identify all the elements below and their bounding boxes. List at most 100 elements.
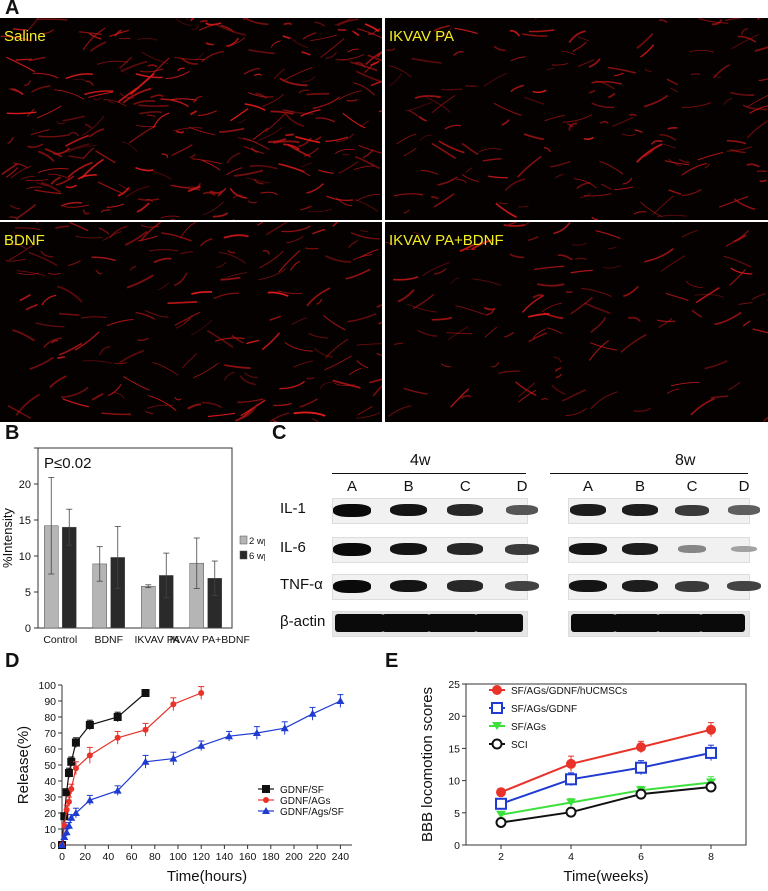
fiber <box>504 178 526 192</box>
fiber <box>312 418 320 422</box>
fiber <box>217 187 227 197</box>
fiber <box>114 361 128 365</box>
fiber <box>97 181 123 194</box>
fiber <box>213 292 239 300</box>
fiber <box>255 92 267 99</box>
fiber <box>315 136 322 141</box>
fiber <box>524 96 545 105</box>
fiber <box>279 77 308 87</box>
fiber <box>172 184 201 191</box>
fiber <box>714 311 742 326</box>
fiber <box>588 89 596 94</box>
fiber <box>40 250 53 258</box>
fiber <box>527 236 539 242</box>
fiber <box>396 133 417 145</box>
fiber <box>454 27 478 34</box>
fiber <box>28 56 46 62</box>
fiber <box>353 82 375 96</box>
fiber <box>169 184 194 188</box>
fiber <box>306 287 331 307</box>
fiber <box>573 178 597 189</box>
y-axis-label: %Intensity <box>0 508 15 568</box>
fiber <box>718 195 749 208</box>
fiber <box>523 133 544 141</box>
fiber <box>658 317 673 328</box>
fiber <box>117 67 128 75</box>
fiber <box>353 165 376 170</box>
data-point <box>566 798 576 807</box>
fiber <box>298 89 309 94</box>
fiber <box>386 47 396 51</box>
fiber <box>16 203 37 219</box>
fiber <box>121 141 138 152</box>
fiber <box>356 360 369 369</box>
y-tick-label: 10 <box>44 824 56 836</box>
fiber <box>5 258 26 262</box>
fiber <box>101 412 131 416</box>
fiber <box>528 312 550 318</box>
fiber <box>546 68 555 71</box>
fiber <box>521 294 544 313</box>
x-category-label: Control <box>43 634 77 646</box>
fiber <box>434 268 447 275</box>
fiber <box>312 228 326 235</box>
fiber <box>258 268 287 280</box>
fiber <box>259 250 284 269</box>
fiber <box>725 230 750 247</box>
fiber <box>440 363 452 368</box>
fiber <box>228 37 246 48</box>
fiber <box>412 231 426 241</box>
fiber <box>148 249 179 252</box>
fiber <box>262 249 270 255</box>
fiber <box>658 19 668 23</box>
plot-frame <box>465 683 747 846</box>
fiber <box>240 399 266 417</box>
fiber <box>202 201 224 216</box>
y-tick-label: 25 <box>448 679 460 691</box>
fiber <box>67 144 97 153</box>
fiber <box>67 161 93 178</box>
fiber <box>528 29 555 33</box>
fiber <box>269 315 281 321</box>
fiber <box>247 92 274 98</box>
fiber <box>253 178 264 185</box>
fiber <box>306 377 315 380</box>
fiber <box>202 191 216 196</box>
fiber <box>276 290 303 295</box>
fiber <box>15 393 40 416</box>
fiber <box>9 204 21 210</box>
fiber <box>756 170 767 173</box>
fiber <box>319 381 333 390</box>
fiber <box>89 41 107 53</box>
fiber <box>14 227 41 230</box>
fiber <box>125 186 150 198</box>
fiber <box>174 56 205 61</box>
fiber <box>140 224 160 228</box>
lane-label: A <box>346 478 357 495</box>
fiber <box>347 48 359 53</box>
fiber <box>293 411 326 417</box>
fiber <box>733 198 756 211</box>
fiber <box>295 135 321 144</box>
fiber <box>310 34 338 41</box>
fiber <box>63 204 90 208</box>
fiber <box>103 99 127 107</box>
fiber <box>681 189 702 197</box>
fiber <box>633 211 647 215</box>
fiber <box>433 193 455 208</box>
fiber <box>583 136 594 140</box>
data-point <box>71 738 80 747</box>
fiber <box>730 91 755 96</box>
lane-label: B <box>403 478 414 495</box>
x-category-label: BDNF <box>94 634 123 646</box>
fiber <box>704 359 728 370</box>
fiber <box>114 29 122 37</box>
fiber <box>724 18 744 21</box>
fiber <box>567 123 574 128</box>
fiber <box>485 310 494 316</box>
fiber <box>356 343 382 346</box>
fiber <box>482 158 502 162</box>
fiber <box>312 96 341 110</box>
fiber <box>453 50 464 56</box>
fiber <box>170 218 177 220</box>
